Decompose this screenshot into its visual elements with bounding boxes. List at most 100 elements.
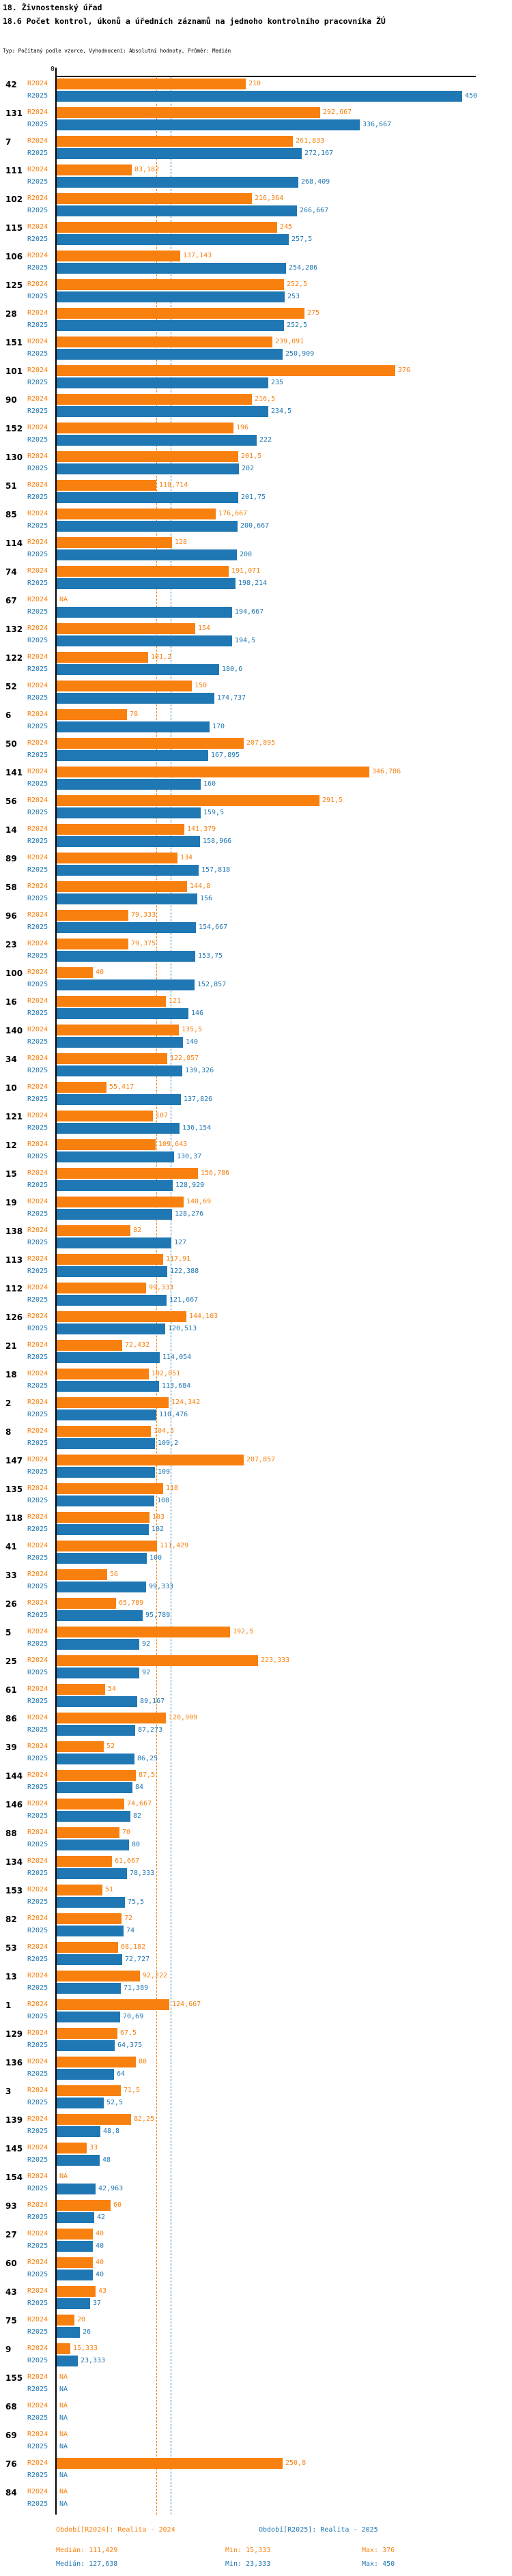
bar-r2024 (57, 881, 187, 892)
group-label: 18 (5, 1370, 17, 1379)
bar-r2025 (57, 349, 283, 360)
value-label-r2025: 234,5 (271, 407, 292, 415)
bar-r2024 (57, 1856, 112, 1867)
group-label: 84 (5, 2488, 17, 2498)
bar-r2025 (57, 1323, 165, 1334)
series-label-r2024: R2024 (27, 768, 48, 775)
bar-r2025 (57, 779, 201, 790)
bar-r2025 (57, 807, 201, 818)
series-label-r2025: R2025 (27, 1325, 48, 1332)
series-label-r2025: R2025 (27, 522, 48, 530)
bar-group: 33 R2024 56 R2025 99,333 (0, 1569, 512, 1598)
value-label-r2025: 157,818 (201, 866, 231, 874)
bar-r2024 (57, 1254, 163, 1265)
series-label-r2024: R2024 (27, 596, 48, 603)
value-label-r2025: 64,375 (117, 2042, 143, 2049)
bar-r2025 (57, 1381, 159, 1392)
bar-r2025 (57, 1438, 155, 1449)
value-label-r2025: 130,37 (177, 1153, 202, 1160)
series-label-r2025: R2025 (27, 264, 48, 272)
series-label-r2024: R2024 (27, 1026, 48, 1033)
value-label-r2024: 140,69 (186, 1198, 212, 1205)
bar-r2025 (57, 2298, 90, 2309)
value-label-r2025: 121,667 (169, 1296, 199, 1304)
bar-r2024 (57, 509, 216, 519)
series-label-r2024: R2024 (27, 1542, 48, 1549)
bar-r2024 (57, 193, 252, 204)
group-label: 6 (5, 711, 12, 720)
bar-group: 8 R2024 104,5 R2025 109,2 (0, 1426, 512, 1455)
bar-group: 60 R2024 40 R2025 40 (0, 2257, 512, 2286)
bar-r2025 (57, 1954, 122, 1965)
value-label-r2024: 117,91 (166, 1255, 191, 1263)
group-label: 10 (5, 1083, 17, 1093)
bar-group: 153 R2024 51 R2025 75,5 (0, 1885, 512, 1913)
value-label-r2024: 20 (77, 2316, 86, 2323)
bar-group: 122 R2024 101,2 R2025 180,6 (0, 652, 512, 681)
value-label-r2025: NA (59, 2472, 68, 2479)
series-label-r2025: R2025 (27, 2357, 48, 2364)
value-label-r2024: NA (59, 2173, 68, 2180)
group-label: 96 (5, 911, 17, 921)
group-label: 145 (5, 2144, 23, 2153)
bar-r2025 (57, 119, 360, 130)
value-label-r2025: 108 (157, 1497, 170, 1504)
series-label-r2024: R2024 (27, 1485, 48, 1492)
value-label-r2024: 110,714 (159, 481, 188, 489)
bar-r2024 (57, 1025, 179, 1035)
series-label-r2024: R2024 (27, 2144, 48, 2151)
bar-r2024 (57, 423, 233, 433)
value-label-r2024: 103 (152, 1513, 165, 1521)
value-label-r2024: 292,667 (323, 109, 352, 116)
bar-r2025 (57, 607, 232, 618)
series-label-r2025: R2025 (27, 1210, 48, 1218)
value-label-r2024: NA (59, 596, 68, 603)
bar-r2024 (57, 1971, 140, 1981)
bar-group: 101 R2024 376 R2025 235 (0, 365, 512, 394)
bar-r2024 (57, 1483, 163, 1494)
bar-group: 102 R2024 216,364 R2025 266,667 (0, 193, 512, 222)
series-label-r2024: R2024 (27, 1972, 48, 1979)
value-label-r2025: 40 (96, 2271, 104, 2278)
series-label-r2025: R2025 (27, 1411, 48, 1418)
bar-r2024 (57, 910, 128, 921)
series-label-r2024: R2024 (27, 137, 48, 145)
group-label: 86 (5, 1714, 17, 1723)
bar-r2025 (57, 1467, 155, 1478)
series-label-r2025: R2025 (27, 2042, 48, 2049)
bar-group: 9 R2024 15,333 R2025 23,333 (0, 2343, 512, 2372)
value-label-r2024: 104,5 (154, 1427, 175, 1435)
bar-r2025 (57, 291, 285, 302)
series-label-r2025: R2025 (27, 1669, 48, 1676)
value-label-r2025: 137,826 (184, 1096, 213, 1103)
bar-r2025 (57, 463, 239, 474)
group-label: 140 (5, 1026, 23, 1035)
series-label-r2024: R2024 (27, 424, 48, 431)
bar-r2024 (57, 1197, 184, 1207)
value-label-r2024: 72,432 (125, 1341, 150, 1349)
value-label-r2025: 72,727 (125, 1956, 150, 1963)
group-label: 23 (5, 940, 17, 949)
series-label-r2024: R2024 (27, 1943, 48, 1951)
bar-r2024 (57, 537, 172, 548)
series-label-r2025: R2025 (27, 2070, 48, 2078)
group-label: 115 (5, 223, 23, 233)
bar-r2024 (57, 480, 156, 491)
series-label-r2025: R2025 (27, 2414, 48, 2422)
bar-r2024 (57, 1770, 136, 1781)
value-label-r2024: 51 (105, 1886, 114, 1893)
bar-group: 100 R2024 40 R2025 152,857 (0, 967, 512, 996)
group-label: 60 (5, 2259, 17, 2268)
value-label-r2024: 68,182 (121, 1943, 146, 1951)
value-label-r2025: 222 (259, 436, 272, 444)
value-label-r2025: 266,667 (300, 207, 329, 214)
bar-r2024 (57, 709, 127, 720)
value-label-r2024: 74,667 (127, 1800, 152, 1807)
group-label: 151 (5, 338, 23, 347)
series-label-r2024: R2024 (27, 997, 48, 1005)
group-label: 125 (5, 281, 23, 290)
series-label-r2024: R2024 (27, 911, 48, 919)
series-label-r2025: R2025 (27, 1182, 48, 1189)
bar-r2025 (57, 836, 200, 847)
value-label-r2024: 65,789 (119, 1599, 144, 1607)
